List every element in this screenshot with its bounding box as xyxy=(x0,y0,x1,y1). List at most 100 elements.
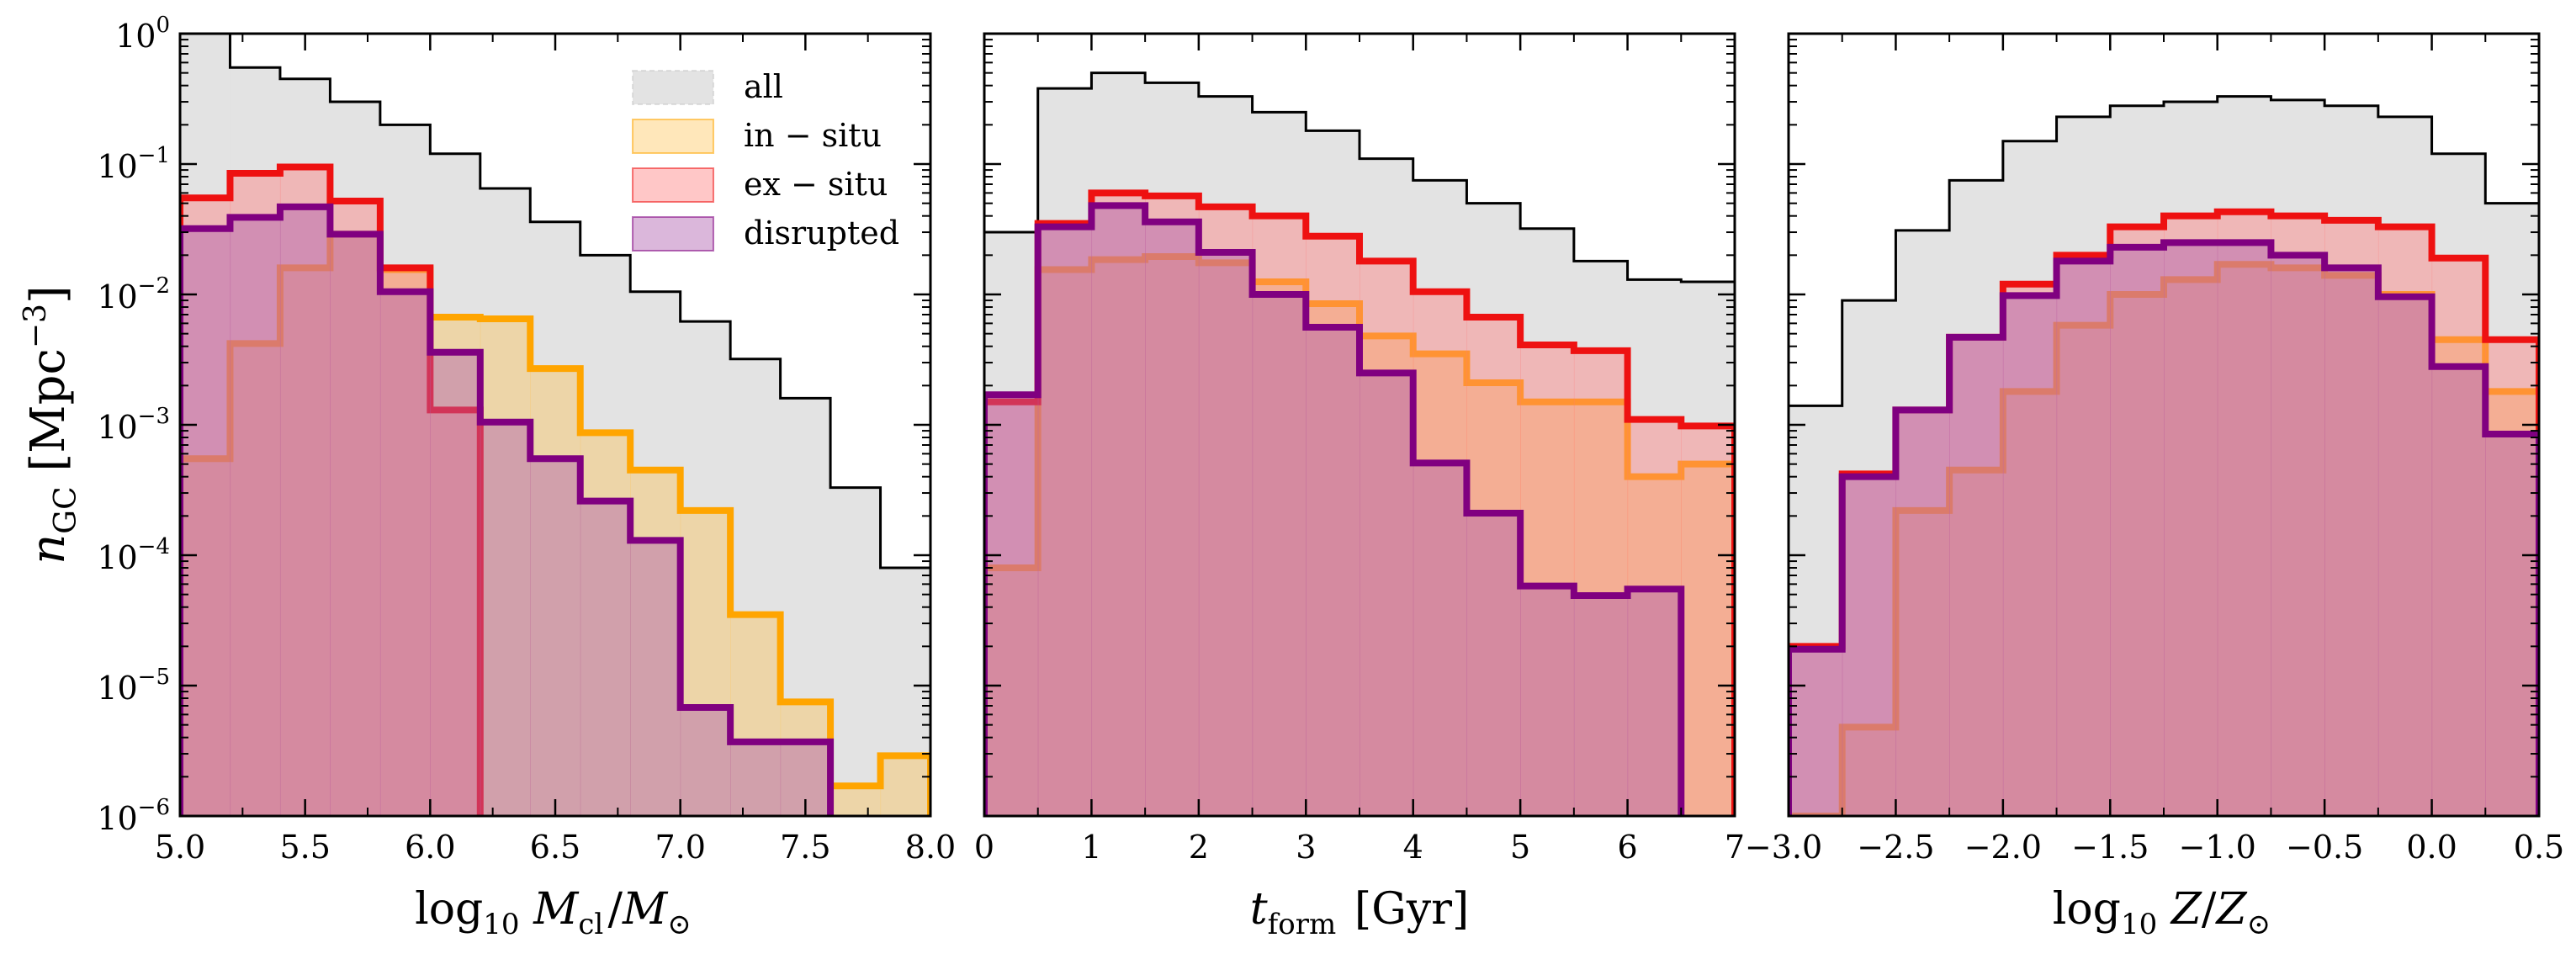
y-tick-label: 10−5 xyxy=(97,665,170,707)
series-in-situ xyxy=(1789,261,2539,816)
series-disrupted xyxy=(1789,239,2539,816)
bar-all-4 xyxy=(1198,96,1254,816)
x-tick-label: 0.5 xyxy=(2514,829,2564,866)
bar-disrupted-0 xyxy=(1789,649,1843,816)
bar-ex-situ-10 xyxy=(2324,220,2379,816)
bar-disrupted-1 xyxy=(230,217,281,816)
bar-disrupted-10 xyxy=(680,707,731,816)
bar-all-9 xyxy=(630,291,681,816)
bar-in-situ-4 xyxy=(379,269,431,816)
bar-disrupted-1 xyxy=(1037,226,1093,816)
bar-in-situ-13 xyxy=(2485,391,2539,816)
bar-ex-situ-13 xyxy=(1681,426,1735,816)
bar-all-5 xyxy=(430,153,481,816)
bar-disrupted-4 xyxy=(379,291,431,816)
bar-all-9 xyxy=(2271,99,2325,816)
legend: all in − situ ex − situ disrupted xyxy=(632,68,899,252)
legend-swatch-exsitu xyxy=(632,167,714,203)
bar-in-situ-1 xyxy=(1037,269,1093,816)
bar-in-situ-11 xyxy=(2377,294,2433,816)
bar-in-situ-6 xyxy=(2110,294,2165,816)
bar-disrupted-12 xyxy=(1627,589,1682,816)
legend-entry-disrupted: disrupted xyxy=(632,215,899,252)
panel-1: 100 10−1 10−2 10−3 10−4 10−5 10−65.0 5.5 6.0 6.5 7… xyxy=(97,13,956,941)
bar-in-situ-6 xyxy=(480,318,531,816)
bar-all-7 xyxy=(2164,102,2218,816)
bar-ex-situ-2 xyxy=(279,167,331,816)
x-tick-label: 5.0 xyxy=(155,829,205,866)
bar-ex-situ-4 xyxy=(2002,283,2058,816)
bar-disrupted-9 xyxy=(1466,513,1521,816)
bar-ex-situ-13 xyxy=(2485,339,2539,816)
bar-disrupted-3 xyxy=(1949,336,2004,816)
bar-all-8 xyxy=(580,255,631,816)
bar-all-13 xyxy=(830,487,882,816)
bar-disrupted-6 xyxy=(2110,246,2165,816)
series-all xyxy=(180,34,930,816)
bar-in-situ-4 xyxy=(2002,391,2058,816)
bar-all-10 xyxy=(1520,228,1575,816)
bar-in-situ-3 xyxy=(1145,257,1200,816)
bar-disrupted-3 xyxy=(330,234,381,816)
bar-disrupted-2 xyxy=(1895,410,1950,816)
bar-ex-situ-7 xyxy=(2164,215,2218,816)
x-tick-label: −3.0 xyxy=(1745,829,1822,866)
line-all xyxy=(180,34,930,816)
y-axis-label: nGC [Mpc−3] xyxy=(19,285,83,564)
series-in-situ xyxy=(984,253,1735,816)
x-tick-label: 7.0 xyxy=(655,829,705,866)
line-all xyxy=(1789,95,2539,816)
bar-in-situ-9 xyxy=(2271,268,2325,816)
bar-all-1 xyxy=(230,67,281,816)
bar-in-situ-12 xyxy=(2431,339,2486,816)
bar-disrupted-8 xyxy=(580,501,631,816)
bar-ex-situ-6 xyxy=(2110,226,2165,816)
bar-disrupted-5 xyxy=(1252,294,1307,816)
bar-in-situ-0 xyxy=(180,458,231,816)
bar-all-8 xyxy=(2217,96,2272,816)
legend-entry-exsitu: ex − situ xyxy=(632,166,888,203)
x-axis-label: log10 Mcl /M⊙ xyxy=(415,884,696,941)
bar-ex-situ-0 xyxy=(984,401,1039,816)
y-tick-label: 100 xyxy=(115,13,170,55)
y-axis-label-text: nGC [Mpc−3] xyxy=(19,285,83,564)
bar-ex-situ-0 xyxy=(180,198,231,816)
line-all xyxy=(984,72,1735,816)
bar-disrupted-8 xyxy=(1413,463,1468,816)
bar-in-situ-7 xyxy=(530,368,581,816)
bar-in-situ-0 xyxy=(984,568,1039,816)
x-tick-label: 4 xyxy=(1403,829,1423,866)
line-in-situ xyxy=(984,253,1735,816)
bar-all-0 xyxy=(1789,405,1843,816)
bar-in-situ-11 xyxy=(730,614,782,816)
x-tick-label: 7.5 xyxy=(780,829,830,866)
bar-all-2 xyxy=(279,78,331,816)
bar-ex-situ-9 xyxy=(1466,316,1521,816)
bar-in-situ-3 xyxy=(330,234,381,816)
bar-disrupted-7 xyxy=(2164,242,2218,816)
x-tick-label: 1 xyxy=(1081,829,1101,866)
y-tick-label: 10−3 xyxy=(97,404,170,446)
bar-disrupted-12 xyxy=(2431,366,2486,816)
bar-in-situ-7 xyxy=(1360,336,1414,816)
bar-ex-situ-11 xyxy=(1573,350,1629,816)
bar-ex-situ-9 xyxy=(2271,215,2325,816)
panel-3: −3.0 −2.5 −2.0 −1.5 −1.0 −0.5 0.0 0.5 log10 Z/Z⊙ xyxy=(1745,32,2564,941)
panel-2: 0 1 2 3 4 5 6 7 tform [Gyr] xyxy=(974,32,1745,941)
bar-in-situ-10 xyxy=(680,510,731,816)
line-ex-situ xyxy=(180,163,484,816)
x-tick-label: 8.0 xyxy=(905,829,956,866)
bar-all-10 xyxy=(680,321,731,816)
y-tick-label: 10−6 xyxy=(97,795,170,837)
legend-swatch-insitu xyxy=(632,119,714,154)
bar-all-2 xyxy=(1091,72,1146,816)
bar-ex-situ-4 xyxy=(1198,206,1254,816)
bar-ex-situ-1 xyxy=(1842,474,1897,816)
bar-all-4 xyxy=(2002,140,2058,816)
bar-disrupted-1 xyxy=(1842,476,1897,816)
bar-ex-situ-3 xyxy=(330,201,381,816)
bar-all-6 xyxy=(1306,130,1360,816)
bar-ex-situ-1 xyxy=(230,172,281,816)
